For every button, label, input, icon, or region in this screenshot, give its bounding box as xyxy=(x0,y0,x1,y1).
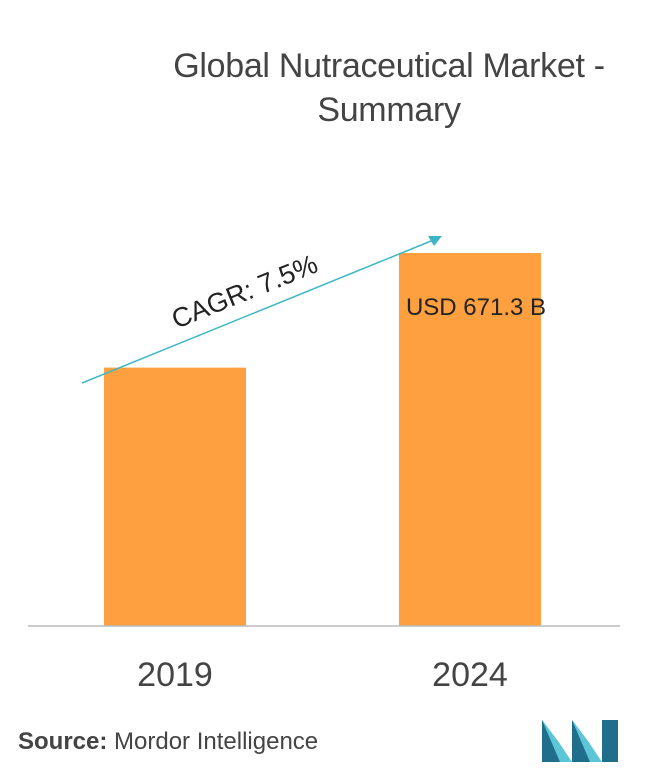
cagr-arrow-line xyxy=(81,238,437,384)
source-label: Source: xyxy=(18,728,108,755)
cagr-arrow xyxy=(81,236,442,384)
x-tick-label-2019: 2019 xyxy=(137,656,213,694)
source-note: Source: Mordor Intelligence xyxy=(18,728,318,756)
chart-title-line-2: Summary xyxy=(317,91,461,129)
x-tick-label-2024: 2024 xyxy=(432,656,508,694)
cagr-annotation: CAGR: 7.5% xyxy=(167,249,322,335)
chart-title: Global Nutraceutical Market - Summary xyxy=(0,44,658,132)
source-name: Mordor Intelligence xyxy=(114,728,319,755)
bars-group xyxy=(104,253,541,626)
bar-2019 xyxy=(104,367,246,626)
bar-2024 xyxy=(399,253,541,626)
bar-chart: 2019 2024 USD 671.3 B CAGR: 7.5% xyxy=(28,236,620,694)
chart-title-line-1: Global Nutraceutical Market - xyxy=(173,47,605,85)
value-label-2024: USD 671.3 B xyxy=(406,294,546,321)
mordor-intelligence-logo-icon xyxy=(542,720,618,762)
x-tick-labels: 2019 2024 xyxy=(137,656,508,694)
value-labels: USD 671.3 B xyxy=(406,294,546,321)
cagr-arrowhead-icon xyxy=(428,236,442,246)
